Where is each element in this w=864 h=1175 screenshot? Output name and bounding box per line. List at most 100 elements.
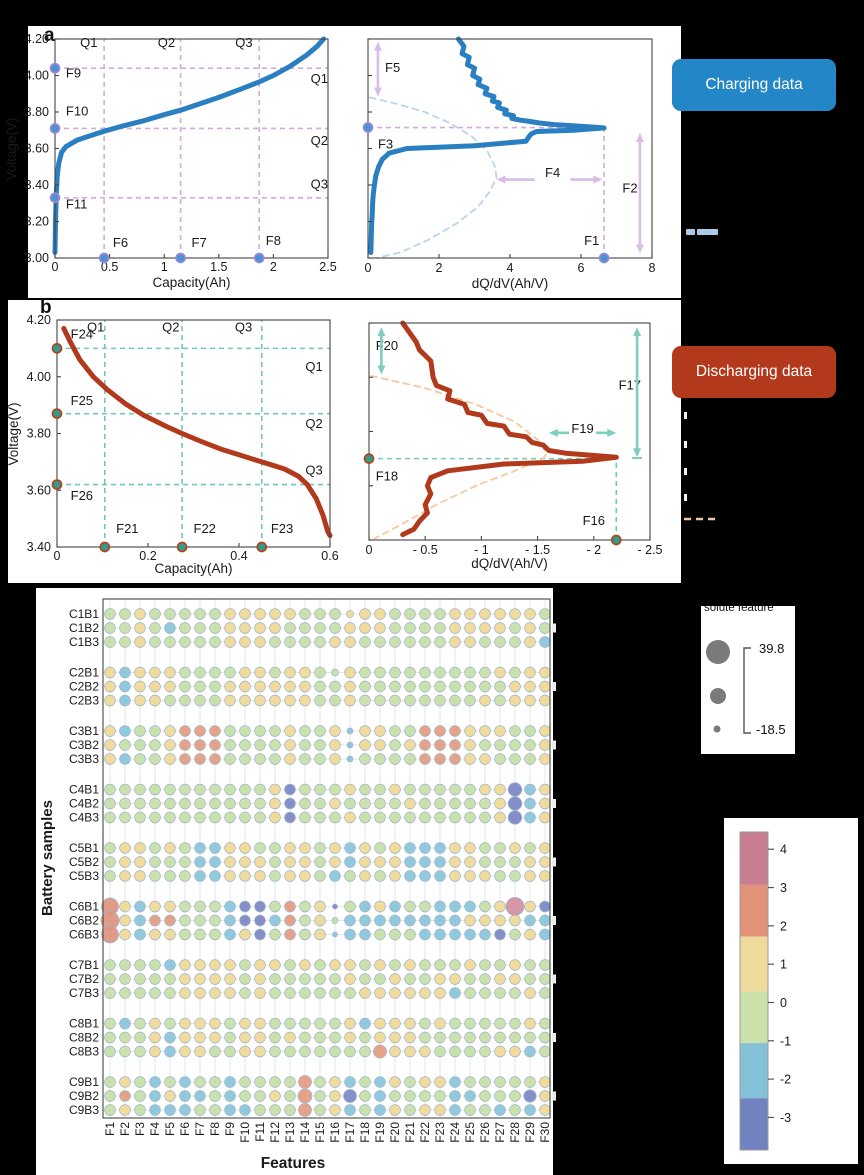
- bubble-C1B1-F17: [346, 610, 354, 618]
- bubble-C5B3-F17: [344, 870, 356, 882]
- bubble-C4B3-F2: [119, 811, 131, 824]
- bubble-C9B3-F1: [104, 1104, 116, 1116]
- bubble-C5B2-F6: [179, 856, 191, 868]
- white-text-fragment: [684, 494, 687, 501]
- bubble-C3B3-F13: [284, 753, 296, 765]
- bubble-C7B2-F8: [209, 973, 221, 985]
- bubble-C2B3-F13: [284, 694, 296, 707]
- bubble-C6B1-F21: [404, 900, 416, 913]
- bubble-C9B1-F28: [509, 1076, 521, 1088]
- bubble-C3B3-F2: [119, 753, 131, 765]
- bubble-C6B1-F4: [149, 900, 161, 913]
- feature-marker-F26: [51, 479, 63, 490]
- bubble-C9B3-F12: [269, 1104, 281, 1116]
- y-axis-title: Voltage(V): [4, 117, 19, 180]
- bubble-C9B1-F22: [419, 1076, 431, 1088]
- bubble-C4B1-F24: [449, 783, 461, 796]
- bubble-C1B3-F27: [494, 636, 506, 648]
- bubble-C9B2-F29: [523, 1089, 537, 1103]
- bubble-C2B2-F7: [194, 680, 206, 693]
- bubble-C5B2-F2: [119, 856, 131, 868]
- bubble-C5B2-F10: [239, 856, 251, 868]
- bubble-C3B3-F28: [509, 753, 521, 765]
- bubble-C2B1-F24: [449, 666, 461, 679]
- bubble-C8B2-F22: [419, 1031, 431, 1044]
- bubble-C4B1-F7: [194, 783, 206, 796]
- bubble-C5B3-F2: [119, 870, 131, 882]
- bubble-C7B2-F4: [149, 973, 161, 985]
- bubble-C5B1-F22: [419, 842, 431, 854]
- bubble-C2B2-F2: [119, 680, 131, 693]
- feature-marker-F24: [51, 343, 63, 354]
- bubble-C1B2-F29: [524, 622, 536, 634]
- row-label-C2B3: C2B3: [69, 694, 99, 708]
- bubble-C5B2-F16: [329, 856, 341, 868]
- bubble-C1B1-F21: [404, 608, 416, 620]
- bubble-C2B3-F1: [104, 694, 116, 707]
- bubble-C9B3-F20: [389, 1104, 401, 1116]
- bubble-C6B1-F10: [239, 900, 251, 913]
- row-label-C6B3: C6B3: [69, 928, 99, 942]
- bubble-C6B1-F7: [194, 900, 206, 913]
- bubble-C8B1-F28: [509, 1017, 521, 1030]
- col-label-F8: F8: [208, 1122, 222, 1136]
- bubble-C6B1-F2: [119, 900, 131, 913]
- bubble-C1B2-F6: [179, 622, 191, 634]
- annotation-F3: F3: [378, 137, 393, 152]
- x-tick-label: 0: [54, 549, 61, 563]
- bubble-C8B3-F8: [209, 1045, 221, 1058]
- col-label-F10: F10: [238, 1122, 252, 1143]
- bubble-C1B1-F11: [254, 608, 266, 620]
- bubble-C5B1-F20: [389, 842, 401, 854]
- bubble-C1B3-F29: [524, 636, 536, 648]
- bubble-C7B3-F11: [254, 987, 266, 999]
- bubble-C9B1-F10: [239, 1076, 251, 1088]
- bubble-C7B1-F29: [524, 959, 536, 971]
- bubble-C1B1-F28: [509, 608, 521, 620]
- bubble-C9B2-F27: [494, 1090, 506, 1102]
- feature-marker-F21: [99, 541, 111, 553]
- bubble-C4B3-F22: [419, 811, 431, 824]
- bubble-C1B3-F14: [299, 636, 311, 648]
- bubble-C6B3-F17: [344, 928, 356, 941]
- bubble-C7B2-F13: [284, 973, 296, 985]
- bubble-C6B3-F2: [119, 928, 131, 941]
- plot-box: [102, 598, 551, 1119]
- bubble-C5B3-F1: [104, 870, 116, 882]
- bubble-C3B1-F24: [449, 725, 461, 737]
- bubble-C9B2-F21: [404, 1090, 416, 1102]
- bubble-C2B3-F17: [344, 694, 356, 707]
- bubble-C6B1-F19: [374, 900, 386, 913]
- bubble-C1B3-F1: [104, 636, 116, 648]
- bubble-C1B3-F23: [434, 636, 446, 648]
- arrow-head: [373, 87, 382, 97]
- bubble-C6B2-F30: [539, 914, 551, 927]
- col-label-F28: F28: [508, 1122, 522, 1143]
- bubble-C3B3-F11: [254, 753, 266, 765]
- row-label-C4B2: C4B2: [69, 797, 99, 811]
- bubble-C8B2-F20: [389, 1031, 401, 1044]
- bubble-C2B3-F8: [209, 694, 221, 707]
- bubble-C4B2-F20: [389, 797, 401, 810]
- annotation-F7: F7: [192, 235, 207, 250]
- bubble-C7B1-F17: [344, 959, 356, 971]
- bubble-C8B1-F19: [374, 1017, 386, 1030]
- bubble-C1B3-F7: [194, 636, 206, 648]
- bubble-C4B1-F12: [269, 783, 281, 796]
- x-tick-label: 1: [161, 260, 168, 274]
- bubble-C6B3-F18: [359, 928, 371, 941]
- bubble-C5B1-F7: [194, 842, 206, 854]
- row-label-C5B1: C5B1: [69, 841, 99, 855]
- bubble-C9B2-F14: [297, 1088, 313, 1104]
- bubble-C7B2-F1: [104, 973, 116, 985]
- annotation-Q2: Q2: [162, 319, 179, 334]
- x-tick-label: 4: [507, 261, 514, 275]
- bubble-C5B1-F1: [104, 842, 116, 854]
- bubble-C2B1-F23: [434, 666, 446, 679]
- bubble-C5B2-F8: [209, 856, 221, 868]
- bubble-C7B1-F13: [284, 959, 296, 971]
- bubble-C6B2-F25: [464, 914, 476, 927]
- bubble-C8B3-F14: [299, 1045, 311, 1058]
- bubble-C2B2-F19: [374, 680, 386, 693]
